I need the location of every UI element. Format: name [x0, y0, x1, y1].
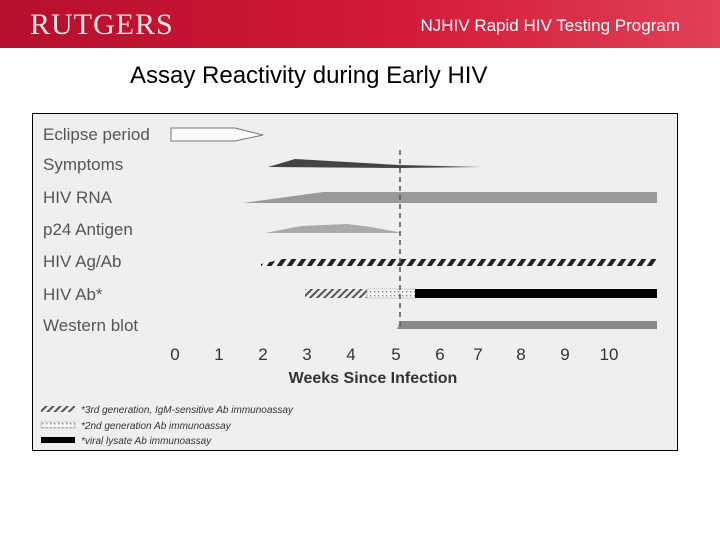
timeline-chart: Eclipse period Symptoms HIV RNA p24 Anti…: [40, 125, 657, 447]
hiv-rna-bar: [243, 192, 657, 203]
slide-title: Assay Reactivity during Early HIV: [130, 62, 488, 89]
x-tick-0: 0: [170, 345, 179, 364]
row-label-hiv-ab: HIV Ab*: [43, 285, 103, 304]
legend-label-2nd-gen: *2nd generation Ab immunoassay: [81, 421, 232, 432]
hiv-ab-3rd-gen-bar: [305, 289, 367, 298]
header-bar: RUTGERS NJHIV Rapid HIV Testing Program: [0, 0, 720, 48]
x-tick-10: 10: [600, 345, 619, 364]
symptoms-bar: [268, 159, 481, 168]
x-tick-7: 7: [473, 345, 482, 364]
x-tick-4: 4: [346, 345, 355, 364]
x-tick-6: 6: [435, 345, 444, 364]
x-tick-5: 5: [391, 345, 400, 364]
x-axis-title: Weeks Since Infection: [289, 370, 458, 387]
x-tick-1: 1: [214, 345, 223, 364]
rutgers-logo: RUTGERS: [30, 8, 174, 41]
legend-label-viral-lysate: *viral lysate Ab immunoassay: [81, 436, 212, 447]
assay-timeline-figure: Eclipse period Symptoms HIV RNA p24 Anti…: [32, 113, 678, 451]
hiv-ab-2nd-gen-bar: [366, 288, 416, 299]
row-label-western-blot: Western blot: [43, 316, 138, 335]
legend-label-3rd-gen: *3rd generation, IgM-sensitive Ab immuno…: [81, 405, 294, 416]
eclipse-period-bar: [170, 127, 264, 142]
x-tick-8: 8: [516, 345, 525, 364]
row-label-symptoms: Symptoms: [43, 155, 123, 174]
legend-swatch-2nd-gen: [40, 421, 76, 429]
row-label-eclipse-period: Eclipse period: [43, 125, 150, 144]
x-tick-3: 3: [302, 345, 311, 364]
x-tick-9: 9: [560, 345, 569, 364]
p24-antigen-bar: [265, 224, 403, 233]
row-label-hiv-rna: HIV RNA: [43, 188, 113, 207]
program-title: NJHIV Rapid HIV Testing Program: [420, 16, 680, 35]
row-label-p24-antigen: p24 Antigen: [43, 220, 133, 239]
hiv-ag-ab-bar: [261, 259, 657, 266]
row-label-hiv-ag-ab: HIV Ag/Ab: [43, 252, 121, 271]
legend-swatch-3rd-gen: [41, 406, 75, 412]
western-blot-bar: [397, 321, 657, 329]
hiv-ab-viral-lysate-bar: [415, 289, 657, 298]
legend-swatch-viral-lysate: [41, 437, 75, 443]
x-tick-2: 2: [258, 345, 267, 364]
